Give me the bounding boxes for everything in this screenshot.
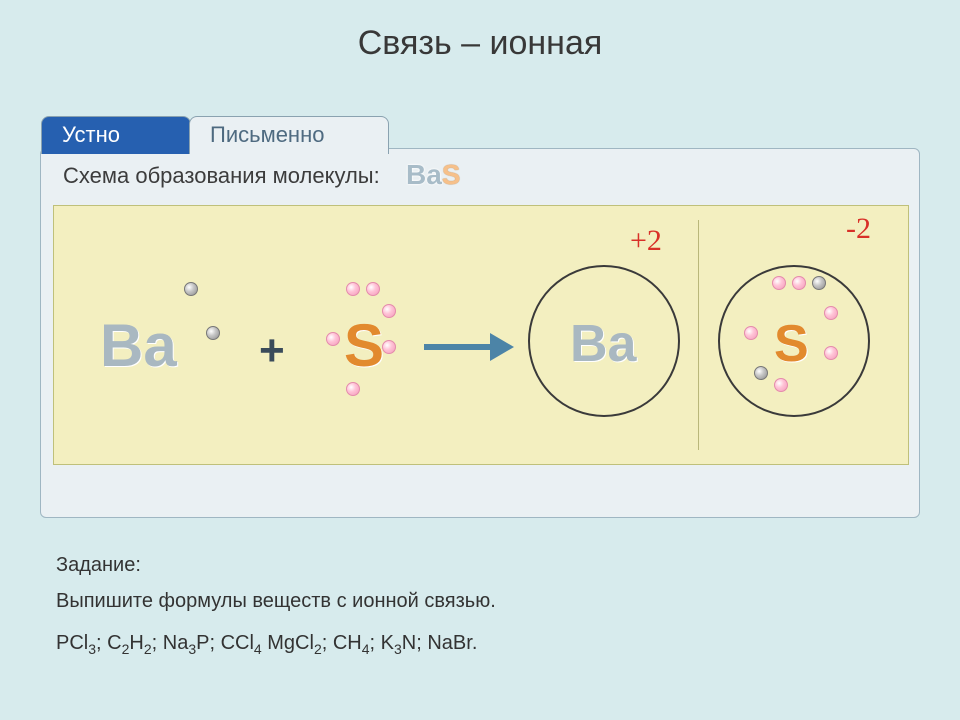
electron-dot — [326, 332, 340, 346]
product-s: S — [774, 318, 809, 370]
arrow-head-icon — [490, 333, 514, 361]
formula-ba: Ba — [406, 159, 442, 190]
content-panel: Устно Письменно Схема образования молеку… — [40, 148, 920, 518]
reactant-s: S — [344, 316, 384, 376]
plus-sign: + — [259, 326, 285, 376]
task-formulas: PCl3; C2H2; Na3P; CCl4 MgCl2; CH4; K3N; … — [56, 628, 896, 660]
tab-oral[interactable]: Устно — [41, 116, 191, 154]
electron-dot — [792, 276, 806, 290]
task-block: Задание: Выпишите формулы веществ с ионн… — [56, 550, 896, 666]
electron-dot — [824, 306, 838, 320]
tab-written[interactable]: Письменно — [189, 116, 389, 154]
formula-s: S — [442, 159, 461, 190]
electron-dot — [754, 366, 768, 380]
electron-dot — [382, 340, 396, 354]
electron-dot — [774, 378, 788, 392]
anion-charge: -2 — [846, 212, 871, 246]
electron-dot — [184, 282, 198, 296]
arrow-line — [424, 344, 494, 350]
cation-charge: +2 — [630, 224, 662, 258]
electron-dot — [346, 282, 360, 296]
reaction-arrow — [424, 330, 514, 364]
page-title: Связь – ионная — [0, 24, 960, 63]
electron-dot — [772, 276, 786, 290]
electron-dot — [812, 276, 826, 290]
molecule-formula: BaS — [406, 159, 460, 191]
product-ba: Ba — [570, 318, 636, 370]
bond-diagram: Ba + S Ba +2 S -2 — [53, 205, 909, 465]
electron-dot — [824, 346, 838, 360]
reactant-ba: Ba — [100, 316, 177, 376]
task-heading: Задание: — [56, 550, 896, 580]
divider — [698, 220, 699, 450]
electron-dot — [206, 326, 220, 340]
electron-dot — [366, 282, 380, 296]
electron-dot — [744, 326, 758, 340]
scheme-label: Схема образования молекулы: — [63, 163, 380, 189]
electron-dot — [346, 382, 360, 396]
electron-dot — [382, 304, 396, 318]
task-line1: Выпишите формулы веществ с ионной связью… — [56, 586, 896, 616]
